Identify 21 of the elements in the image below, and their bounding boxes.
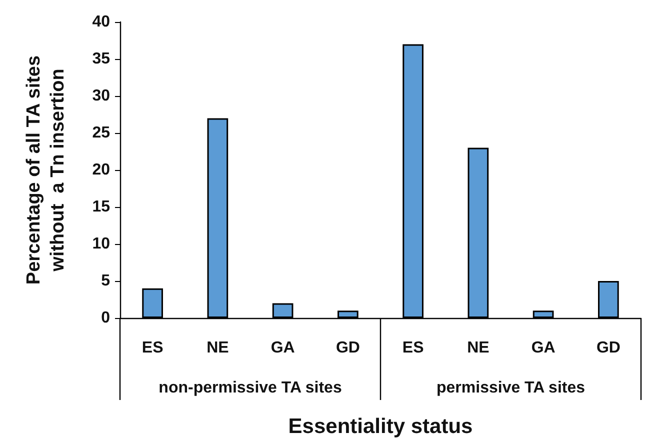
- x-tick-label: ES: [142, 340, 164, 356]
- text: permissive TA sites: [436, 380, 586, 396]
- text: non-permissive TA sites: [158, 380, 342, 396]
- y-tick-label: 35: [92, 50, 110, 68]
- y-axis-title: Percentage of all TA sites without a Tn insertion: [24, 55, 68, 285]
- y-tick-label: 10: [92, 236, 110, 252]
- y-tick-label: 15: [92, 198, 110, 216]
- y-tick-label: 25: [92, 124, 110, 142]
- x-tick-label: GD: [336, 340, 360, 356]
- x-tick-label: GD: [596, 340, 620, 356]
- y-tick-label: 30: [92, 88, 110, 104]
- x-tick-label: NE: [467, 340, 490, 356]
- x-tick-label: ES: [402, 340, 424, 356]
- y-tick-label: 5: [101, 272, 110, 290]
- y-tick-label: 0: [101, 310, 110, 326]
- x-axis-title: Essentiality status: [288, 415, 473, 438]
- x-tick-label: GA: [531, 340, 556, 356]
- x-tick-label: GA: [270, 340, 296, 356]
- y-tick-label: 20: [92, 162, 110, 178]
- y-tick-label: 40: [92, 14, 110, 30]
- x-tick-label: NE: [206, 340, 230, 356]
